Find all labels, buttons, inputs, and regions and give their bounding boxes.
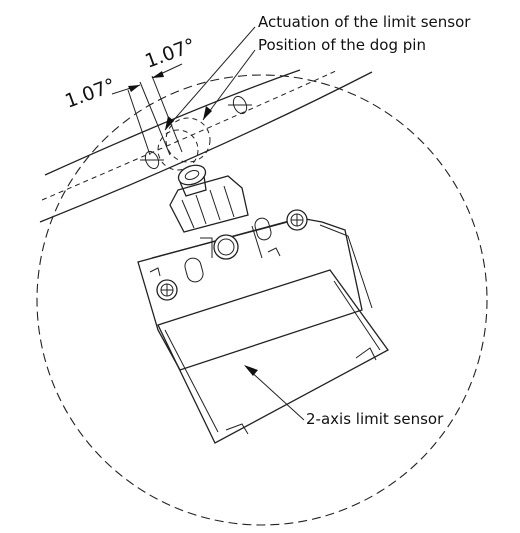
corner-notch-right: [267, 247, 281, 257]
angle-label-left: 1.07°: [62, 74, 118, 112]
dimension-arrowhead-left: [128, 85, 140, 92]
dog-ring-arc-inner: [44, 69, 301, 176]
dimension-line-mid: [139, 81, 171, 156]
outer-dashed-circle: [36, 74, 488, 526]
screw-left: [156, 279, 178, 301]
sensor-label: 2-axis limit sensor: [306, 410, 444, 428]
dog-pin-position-circle: [165, 117, 211, 163]
dog-pin-actuation-circle: [157, 129, 199, 171]
screw-right: [286, 209, 308, 231]
dog-ring-arc-mid: [41, 69, 339, 201]
dog-pin-leader-line: [202, 49, 256, 121]
dimension-line-right: [151, 75, 183, 153]
dog-ring-arc-outer: [39, 71, 373, 223]
dimension-arrowhead-right: [152, 71, 164, 78]
slot-hole-right: [254, 217, 272, 241]
dog-pin-hole-right: [228, 95, 252, 115]
sensor-leader-line: [246, 367, 305, 421]
actuation-arrowhead: [165, 116, 174, 130]
slot-hole-left: [184, 257, 204, 283]
actuator-head: [169, 175, 249, 233]
dog-pin-label: Position of the dog pin: [258, 36, 426, 54]
dog-pin-arrowhead: [203, 106, 212, 120]
actuation-leader-line: [164, 26, 256, 131]
center-plug: [213, 234, 239, 260]
dog-pin-hole-left: [140, 150, 164, 170]
angle-label-right: 1.07°: [142, 34, 198, 72]
roller-lever: [177, 164, 207, 197]
sensor-housing: [157, 269, 389, 444]
corner-notch-left: [149, 267, 161, 277]
sensor-arrowhead: [244, 365, 258, 376]
dimension-line-left: [127, 89, 151, 156]
actuation-label: Actuation of the limit sensor: [258, 13, 471, 31]
